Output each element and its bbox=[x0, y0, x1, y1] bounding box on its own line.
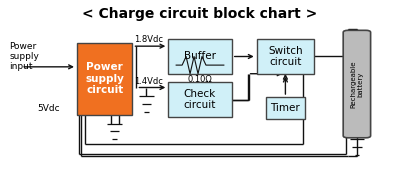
Text: Switch
circuit: Switch circuit bbox=[268, 46, 303, 67]
Text: Power
supply
input: Power supply input bbox=[9, 42, 39, 71]
Text: Buffer: Buffer bbox=[184, 51, 216, 61]
Text: 1.4Vdc: 1.4Vdc bbox=[134, 77, 163, 86]
FancyBboxPatch shape bbox=[77, 43, 132, 115]
Text: Power
supply
circuit: Power supply circuit bbox=[85, 62, 124, 96]
Text: Rechargeable
battery: Rechargeable battery bbox=[350, 60, 364, 108]
Text: Check
circuit: Check circuit bbox=[184, 89, 216, 110]
FancyBboxPatch shape bbox=[168, 39, 232, 74]
FancyBboxPatch shape bbox=[266, 97, 305, 119]
Text: 1.8Vdc: 1.8Vdc bbox=[134, 36, 164, 44]
Text: 0.10Ω: 0.10Ω bbox=[188, 75, 212, 85]
FancyBboxPatch shape bbox=[168, 82, 232, 117]
FancyBboxPatch shape bbox=[257, 39, 314, 74]
Text: < Charge circuit block chart >: < Charge circuit block chart > bbox=[82, 6, 318, 20]
Text: Timer: Timer bbox=[270, 103, 300, 113]
FancyBboxPatch shape bbox=[343, 30, 371, 138]
Text: 5Vdc: 5Vdc bbox=[37, 104, 60, 113]
